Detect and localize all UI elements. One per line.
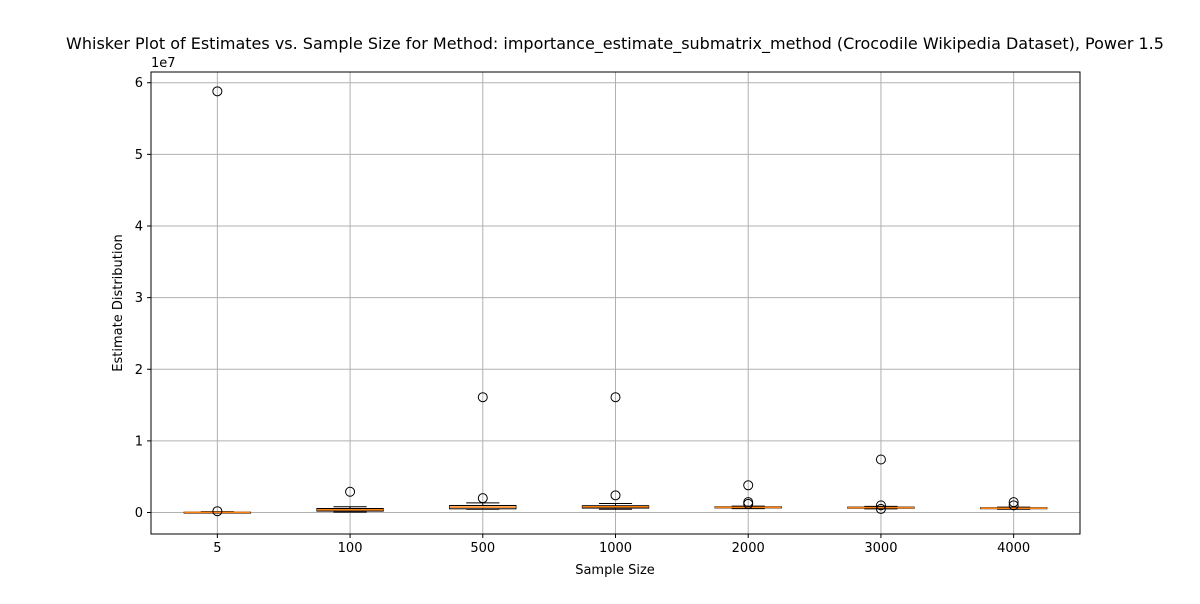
grid-layer xyxy=(151,72,1080,534)
y-tick-label: 0 xyxy=(135,506,143,521)
outlier-point xyxy=(610,490,621,501)
box-group-500 xyxy=(449,392,517,510)
chart-title: Whisker Plot of Estimates vs. Sample Siz… xyxy=(66,34,1164,54)
box-group-1000 xyxy=(581,392,650,510)
x-tick-label: 500 xyxy=(470,541,495,556)
y-axis-multiplier: 1e7 xyxy=(151,56,176,71)
box-group-3000 xyxy=(847,454,915,514)
outlier-point xyxy=(875,503,886,514)
outlier-point xyxy=(212,86,223,97)
box-group-5 xyxy=(183,86,252,517)
outlier-point xyxy=(743,498,754,509)
plot-frame xyxy=(150,71,1081,535)
x-tick-label: 5 xyxy=(213,541,221,556)
y-tick-label: 5 xyxy=(135,148,143,163)
outlier-point xyxy=(477,493,488,504)
x-tick-label: 1000 xyxy=(599,541,632,556)
outlier-point xyxy=(345,486,356,497)
y-tick-label: 2 xyxy=(135,363,143,378)
x-tick-label: 3000 xyxy=(864,541,897,556)
outlier-point xyxy=(1008,497,1019,508)
outlier-point xyxy=(875,454,886,465)
y-axis-label: Estimate Distribution xyxy=(111,234,126,371)
x-axis-label: Sample Size xyxy=(575,563,655,578)
outlier-point xyxy=(212,506,223,517)
tick-layer: 0 1 2 3 4 5 6 5 100 500 1000 2000 3000 4000 xyxy=(135,76,1030,556)
y-tick-label: 1 xyxy=(135,434,143,449)
x-tick-label: 2000 xyxy=(732,541,765,556)
x-tick-label: 100 xyxy=(338,541,363,556)
box-layer xyxy=(183,86,1048,517)
box-group-2000 xyxy=(714,480,782,510)
box-group-100 xyxy=(316,486,384,513)
outlier-point xyxy=(743,480,754,491)
y-tick-label: 3 xyxy=(135,291,143,306)
outlier-point xyxy=(875,500,886,511)
outlier-point xyxy=(1008,500,1019,511)
y-tick-label: 4 xyxy=(135,220,143,235)
x-tick-label: 4000 xyxy=(997,541,1030,556)
outlier-point xyxy=(610,392,621,403)
outlier-point xyxy=(477,392,488,403)
y-tick-label: 6 xyxy=(135,76,143,91)
box-group-4000 xyxy=(979,497,1048,511)
